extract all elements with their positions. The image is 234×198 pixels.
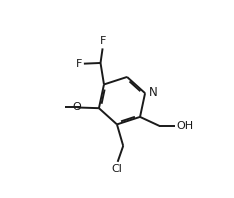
Text: O: O [72,103,81,112]
Text: Cl: Cl [112,164,122,174]
Text: F: F [76,59,82,69]
Text: F: F [99,36,106,46]
Text: OH: OH [177,121,194,131]
Text: N: N [149,86,158,99]
